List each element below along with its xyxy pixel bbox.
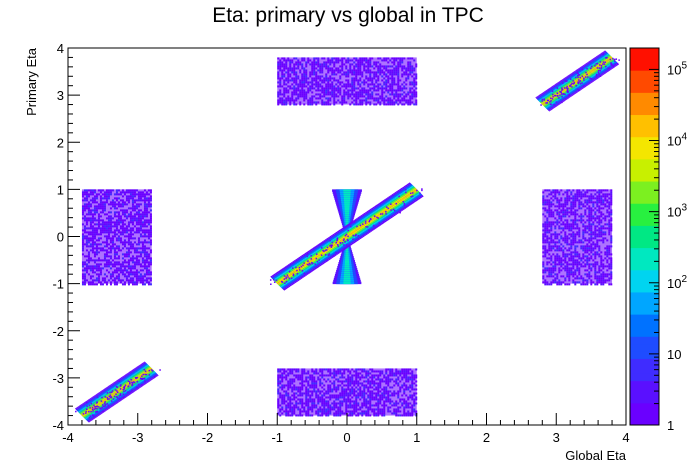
colorbar-swatch (630, 121, 659, 130)
y-tick-label: -4 (52, 418, 64, 433)
y-tick-label: 1 (57, 182, 64, 197)
colorbar-swatch (630, 203, 659, 212)
colorbar-swatch (630, 210, 659, 219)
colorbar-swatch (630, 262, 659, 271)
colorbar-frame (629, 47, 660, 426)
colorbar-swatch (630, 188, 659, 197)
x-tick-label: 0 (343, 430, 350, 445)
colorbar-swatch (630, 144, 659, 152)
colorbar-swatch (630, 181, 659, 189)
colorbar-swatch (630, 343, 659, 352)
x-tick-label: -2 (202, 430, 214, 445)
colorbar-swatch (630, 277, 659, 286)
y-tick-label: 2 (57, 135, 64, 150)
colorbar-swatch (630, 328, 659, 337)
colorbar-swatch (630, 55, 659, 64)
colorbar-swatch (630, 232, 659, 241)
y-tick-label: -1 (52, 277, 64, 292)
colorbar-swatch (630, 158, 659, 167)
region-band-central (269, 182, 424, 291)
colorbar-tick-label: 105 (667, 60, 687, 77)
colorbar-swatch (630, 358, 659, 367)
colorbar-swatch (630, 166, 659, 175)
colorbar-swatch (630, 70, 659, 79)
colorbar-tick-label: 1 (667, 418, 674, 433)
colorbar-swatch (630, 225, 659, 234)
x-tick-label: -4 (62, 430, 74, 445)
x-tick-label: -1 (271, 430, 283, 445)
colorbar-swatch (630, 291, 659, 300)
colorbar-swatch (630, 48, 659, 56)
colorbar-swatch (630, 114, 659, 123)
colorbar-swatch (630, 218, 659, 226)
x-tick-label: 2 (483, 430, 490, 445)
region-band-upper-right (535, 50, 620, 112)
colorbar-swatch (630, 306, 659, 315)
y-tick-label: 0 (57, 230, 64, 245)
colorbar-swatch (630, 99, 659, 108)
chart-title: Eta: primary vs global in TPC (212, 4, 484, 27)
colorbar-swatch (630, 410, 659, 419)
colorbar-swatch (630, 107, 659, 116)
colorbar-swatch (630, 240, 659, 249)
colorbar-swatch (630, 336, 659, 345)
colorbar-tick-label: 102 (667, 274, 687, 291)
colorbar-tick-label: 10 (667, 347, 681, 362)
colorbar-swatch (630, 380, 659, 389)
colorbar-swatch (630, 365, 659, 374)
colorbar-swatch (630, 351, 659, 359)
region-block-bottom-center (277, 368, 418, 417)
colorbar-swatch (630, 284, 659, 293)
colorbar-swatch (630, 151, 659, 160)
colorbar-swatch (630, 395, 659, 404)
colorbar-swatch (630, 92, 659, 101)
colorbar-tick-label: 104 (667, 132, 687, 149)
colorbar-swatch (630, 269, 659, 278)
colorbar-swatch (630, 173, 659, 182)
x-tick-label: 4 (622, 430, 629, 445)
y-tick-label: -3 (52, 371, 64, 386)
colorbar-swatch (630, 247, 659, 256)
colorbar-swatch (630, 136, 659, 145)
colorbar-swatch (630, 254, 659, 263)
y-axis-label: Primary Eta (24, 47, 39, 116)
colorbar-swatch (630, 299, 659, 308)
y-tick-label: 3 (57, 88, 64, 103)
colorbar-swatch (630, 77, 659, 86)
colorbar-swatch (630, 195, 659, 204)
x-tick-label: 3 (553, 430, 560, 445)
colorbar-swatch (630, 321, 659, 330)
y-tick-label: 4 (57, 41, 64, 56)
x-tick-label: 1 (413, 430, 420, 445)
region-block-middle-right (542, 189, 613, 286)
colorbar-swatch (630, 62, 659, 71)
colorbar-tick-label: 103 (667, 203, 687, 220)
colorbar-swatch (630, 417, 659, 426)
y-tick-label: -2 (52, 324, 64, 339)
colorbar-swatch (630, 129, 659, 138)
x-axis-label: Global Eta (565, 448, 626, 463)
region-hourglass-central (332, 189, 362, 285)
colorbar-swatch (630, 373, 659, 382)
region-band-lower-left (74, 361, 161, 423)
colorbar-swatch (630, 402, 659, 411)
colorbar-swatch (630, 388, 659, 396)
region-block-middle-left (81, 189, 152, 286)
colorbar-swatch (630, 84, 659, 93)
colorbar-swatch (630, 314, 659, 323)
x-tick-label: -3 (132, 430, 144, 445)
region-block-top-center (277, 57, 418, 106)
